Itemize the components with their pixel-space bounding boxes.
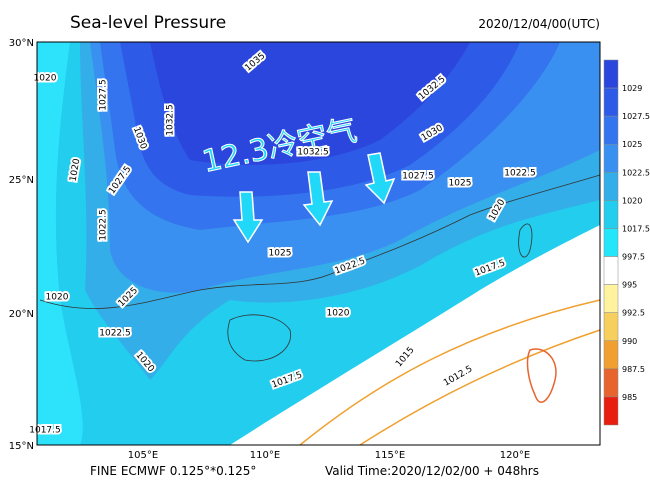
lat-label: 25°N (9, 175, 34, 186)
contour-label: 1020 (34, 74, 57, 84)
colorbar-swatch (603, 87, 619, 117)
isobar (526, 348, 557, 403)
lon-label: 105°E (128, 450, 158, 461)
contour-label: 1017.5 (29, 426, 61, 436)
contour-label: 1025 (449, 179, 472, 189)
island (518, 223, 533, 258)
colorbar-swatch (603, 172, 619, 201)
colorbar-label: 1029 (622, 84, 642, 93)
title: Sea-level Pressure (70, 13, 226, 33)
contour-label: 1022.5 (504, 169, 536, 179)
lat-label: 15°N (9, 441, 34, 452)
lon-label: 120°E (500, 450, 530, 461)
lat-label: 30°N (9, 38, 34, 49)
contour-label: 1027.5 (402, 172, 434, 182)
contour-label: 1025 (269, 249, 292, 259)
arrow (232, 191, 264, 244)
colorbar-swatch (603, 368, 619, 398)
colorbar-swatch (603, 340, 619, 370)
island (227, 314, 291, 362)
map-frame (36, 41, 601, 446)
colorbar-label: 1025 (622, 140, 642, 149)
model-info: FINE ECMWF 0.125°*0.125° (90, 464, 256, 478)
colorbar-swatch (603, 284, 619, 313)
colorbar-label: 995 (622, 281, 637, 290)
colorbar-swatch (603, 59, 619, 89)
field-1015 (230, 225, 600, 445)
colorbar-swatch (603, 228, 619, 257)
coastline (39, 174, 601, 309)
isobar (359, 329, 601, 446)
lon-label: 110°E (250, 450, 280, 461)
colorbar-swatch (603, 396, 619, 426)
colorbar-label: 992.5 (622, 309, 645, 318)
colorbar-swatch (603, 115, 619, 145)
contour-label: 1020 (327, 309, 350, 319)
colorbar-label: 1020 (622, 196, 642, 205)
time: 2020/12/04/00(UTC) (478, 17, 600, 31)
colorbar-label: 1022.5 (622, 168, 650, 177)
colorbar-swatch (603, 200, 619, 229)
field-1032 (150, 42, 470, 165)
colorbar-label: 985 (622, 393, 637, 402)
contour-label: 1022.5 (99, 329, 131, 339)
contour-label: 1032.5 (297, 148, 329, 158)
colorbar-label: 987.5 (622, 365, 645, 374)
contour-label: 1027.5 (99, 79, 109, 111)
colorbar-label: 1027.5 (622, 112, 650, 121)
arrow (302, 171, 334, 227)
contour-label: 1020 (46, 293, 69, 303)
colorbar: 1029 1027.5 1025 1022.5 1020 1017.5 997.5 995 99… (603, 59, 650, 426)
map: 12.3冷空气 1035 1032.5 1027.5 1032.5 1030 1… (27, 41, 601, 446)
contour-label: 1032.5 (166, 104, 176, 136)
colorbar-label: 1017.5 (622, 224, 650, 233)
lon-label: 115°E (375, 450, 405, 461)
valid-time: Valid Time:2020/12/02/00 + 048hrs (325, 464, 539, 478)
colorbar-label: 997.5 (622, 253, 645, 262)
contour-label: 1022.5 (99, 209, 109, 241)
lat-label: 20°N (9, 309, 34, 320)
field-west (37, 42, 83, 445)
colorbar-swatch (603, 256, 619, 285)
arrow (364, 152, 396, 205)
isobar (299, 299, 601, 446)
colorbar-label: 990 (622, 337, 637, 346)
colorbar-swatch (603, 143, 619, 173)
colorbar-swatch (603, 312, 619, 342)
